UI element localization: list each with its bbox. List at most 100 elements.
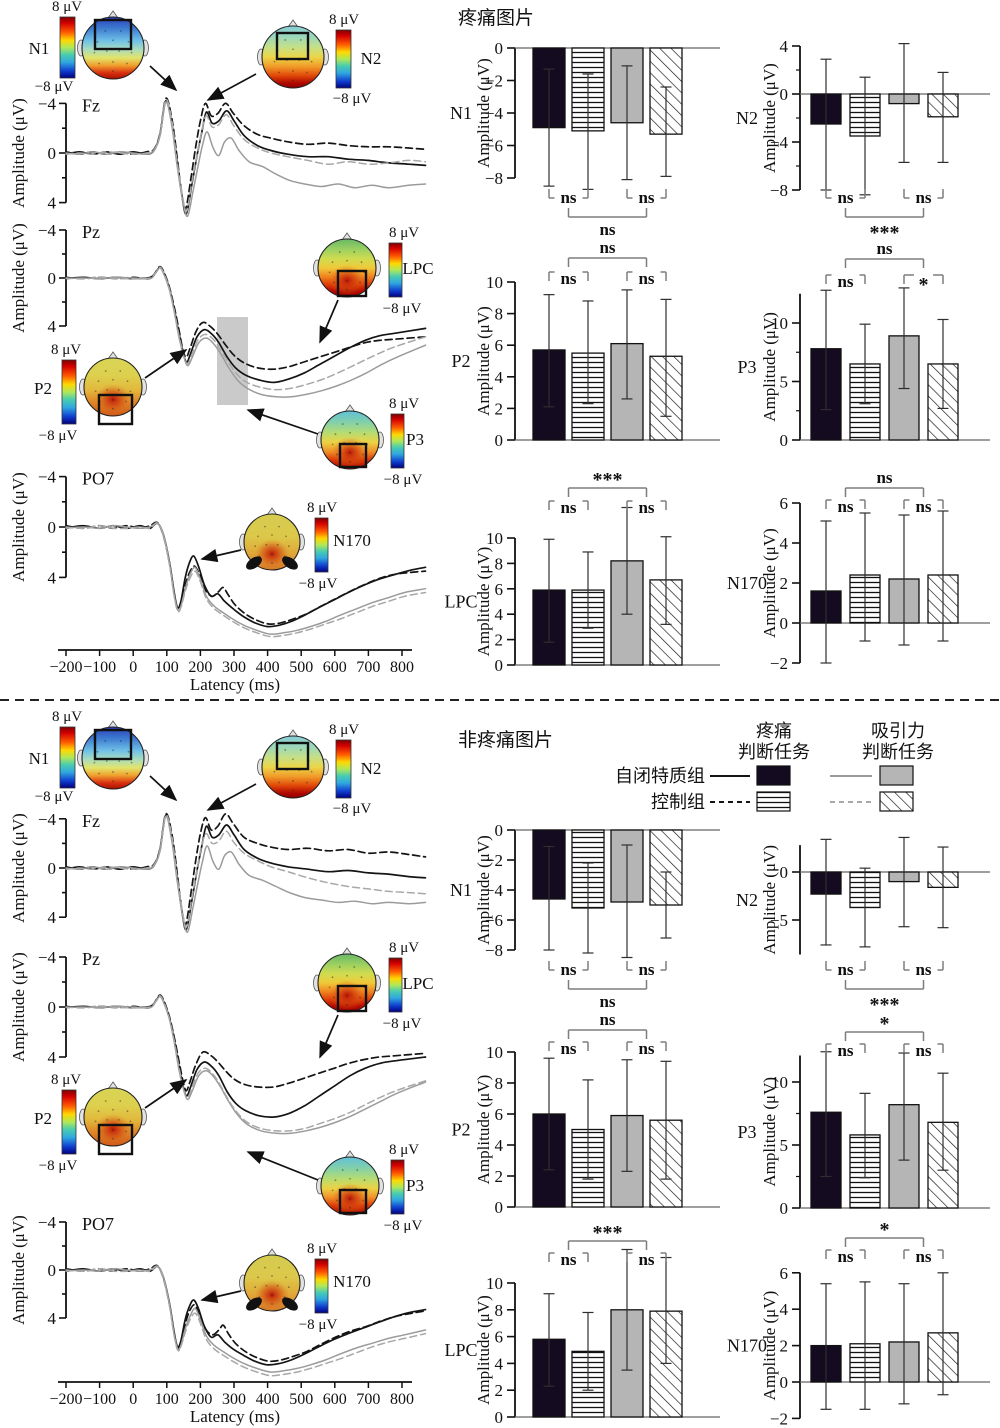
amplitude-axis-label: Amplitude (μV): [474, 547, 493, 657]
electrode-dot: [306, 781, 308, 784]
electrode-dot: [271, 562, 273, 564]
amplitude-axis-label: Amplitude (μV): [474, 1295, 493, 1405]
y-tick-label: −4: [38, 468, 57, 487]
sig-label: ns: [915, 497, 931, 516]
y-tick-label: 10: [486, 529, 503, 548]
electrode-dot: [94, 1120, 97, 1123]
electrode-dot: [130, 51, 133, 54]
waveform-pain-Pz-dashed-gray: [65, 266, 427, 391]
bar-chart-pain-p3: 0 5 10 ns * ns P3 Amplitude (μV): [737, 239, 990, 450]
y-tick-label: 6: [495, 580, 504, 599]
topo-nonpain-n1: 8 μV −8 μV N1: [29, 709, 149, 805]
y-tick-label: 4: [780, 1300, 789, 1319]
waveform-pain-PO7-dashed-gray: [65, 522, 427, 638]
y-tick-label: 4: [48, 194, 57, 213]
electrode-dot: [265, 1284, 268, 1287]
amplitude-axis-label: Amplitude (μV): [760, 528, 779, 638]
sig-label: ns: [876, 468, 892, 487]
legend-group1-label: 自闭特质组: [615, 766, 705, 786]
electrode-dot: [276, 1284, 279, 1287]
y-tick-label: 4: [495, 605, 504, 624]
x-tick-label: 200: [188, 659, 212, 676]
electrode-dot: [129, 1120, 132, 1123]
y-tick-label: −2: [485, 851, 503, 870]
electrode-dot: [283, 1296, 286, 1298]
electrode-dot: [94, 390, 97, 393]
y-tick-label: 0: [780, 1199, 789, 1218]
x-tick-label: 300: [222, 1391, 246, 1408]
x-tick-label: 200: [188, 1391, 212, 1408]
electrode-label: Pz: [82, 949, 100, 969]
electrode-dot: [331, 976, 334, 979]
posterior-hotspot: [95, 384, 131, 415]
sig-label: ns: [876, 239, 892, 258]
electrode-dot: [126, 772, 128, 775]
y-tick-label: −6: [485, 911, 503, 930]
x-tick-label: 500: [289, 659, 313, 676]
electrode-dot: [254, 545, 257, 548]
electrode-dot: [273, 60, 276, 63]
electrode-dot: [349, 1177, 351, 1180]
erp-panel-nonpain-PO7: −4 0 4 PO7 Amplitude (μV): [9, 1213, 427, 1377]
electrode-label: PO7: [82, 469, 114, 489]
y-tick-label: 6: [780, 494, 789, 513]
sig-label: *: [919, 274, 929, 296]
y-tick-label: 0: [780, 431, 789, 450]
y-tick-label: 6: [495, 1105, 504, 1124]
colorbar-min-label: −8 μV: [39, 428, 78, 444]
component-label: P3: [737, 357, 756, 377]
waveform-pain-Fz-solid-black: [65, 99, 427, 215]
amplitude-axis-label: Amplitude (μV): [760, 312, 779, 422]
electrode-dot: [362, 1199, 364, 1202]
x-tick-label: −100: [83, 1391, 116, 1408]
electrode-dot: [112, 771, 114, 773]
y-tick-label: −4: [38, 948, 57, 967]
amplitude-axis-label: Amplitude (μV): [9, 952, 28, 1062]
sig-label: ns: [599, 238, 615, 257]
colorbar-max-label: 8 μV: [51, 1072, 81, 1088]
sig-label: ns: [638, 1039, 654, 1058]
colorbar-max-label: 8 μV: [52, 0, 82, 15]
highlight-window: [217, 317, 248, 405]
electrode-dot: [287, 545, 290, 548]
colorbar-n1: [59, 726, 76, 789]
amplitude-axis-label: Amplitude (μV): [474, 58, 493, 168]
topo-pain-lpc: 8 μV −8 μV LPC: [313, 225, 434, 317]
legend-swatch-black: [756, 765, 791, 786]
waveform-nonpain-PO7-dashed-black: [65, 1264, 427, 1363]
y-tick-label: 0: [495, 39, 504, 58]
electrode-dot: [129, 390, 132, 393]
sig-label: ns: [638, 498, 654, 517]
y-tick-label: 0: [495, 656, 504, 675]
electrode-dot: [333, 996, 335, 999]
bar-chart-nonpain-p3: 0 5 10 ns ns * P3 Amplitude (μV): [737, 1013, 990, 1218]
colorbar-p3: [390, 1159, 405, 1215]
arrow-pain-1: [206, 73, 257, 101]
y-tick-label: 0: [48, 859, 57, 878]
y-tick-label: 0: [495, 821, 504, 840]
electrode-dot: [105, 760, 108, 762]
sig-label: ns: [560, 188, 576, 207]
x-tick-label: 300: [222, 659, 246, 676]
amplitude-axis-label: Amplitude (μV): [9, 98, 28, 208]
y-tick-label: −4: [38, 810, 57, 829]
sig-label: ns: [638, 960, 654, 979]
electrode-dot: [118, 760, 121, 762]
electrode-dot: [258, 555, 261, 557]
electrode-dot: [353, 966, 356, 968]
colorbar-max-label: 8 μV: [52, 709, 82, 725]
x-tick-label: 800: [390, 659, 414, 676]
sig-label: ns: [915, 1041, 931, 1060]
y-tick-label: 6: [495, 1328, 504, 1347]
electrode-dot: [349, 1206, 351, 1209]
electrode-dot: [285, 535, 287, 538]
y-tick-label: −4: [38, 221, 57, 240]
topo-pain-p3: 8 μV −8 μV P3: [316, 396, 424, 488]
x-tick-label: 400: [256, 1391, 280, 1408]
arrow-nonpain-2: [144, 1079, 188, 1109]
electrode-dot: [292, 70, 294, 72]
electrode-dot: [258, 1296, 261, 1298]
